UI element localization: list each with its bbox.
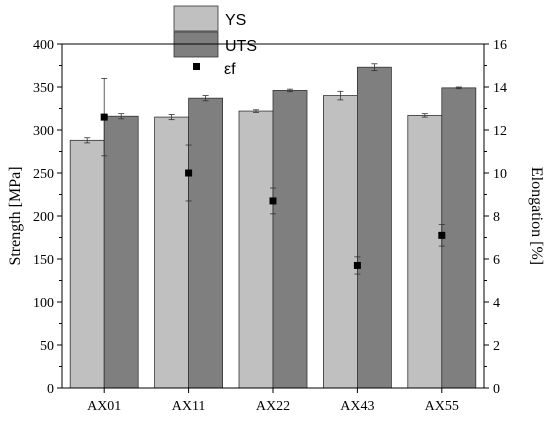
y-tick-label-350: 350	[33, 81, 54, 96]
y2-tick-label-2: 2	[493, 339, 500, 354]
elongation-points-layer	[100, 78, 446, 275]
ys-error-ax22	[253, 109, 259, 113]
elongation-point-ax43	[353, 261, 361, 269]
y-tick-label-100: 100	[33, 296, 54, 311]
y-axis-title: Strength [MPa]	[7, 166, 24, 265]
ys-error-ax01	[84, 137, 91, 144]
legend: YS UTS εf	[173, 5, 257, 78]
y-tick-label-50: 50	[40, 339, 54, 354]
y-tick-label-150: 150	[33, 253, 54, 268]
legend-label-uts: UTS	[225, 38, 257, 55]
elongation-point-ax01	[100, 113, 108, 121]
y2-tick-label-10: 10	[493, 167, 507, 182]
legend-item-ef: εf	[193, 61, 236, 78]
legend-swatch-ef	[193, 63, 200, 70]
y-tick-label-0: 0	[47, 382, 54, 397]
uts-error-ax22	[287, 88, 293, 93]
uts-bar-ax55	[441, 87, 477, 389]
y-tick-label-250: 250	[33, 167, 54, 182]
uts-bar-ax22	[272, 90, 308, 389]
elongation-point-ax22	[269, 197, 277, 205]
legend-label-ef: εf	[224, 61, 236, 78]
y2-tick-label-0: 0	[493, 382, 500, 397]
y2-tick-label-12: 12	[493, 124, 507, 139]
y2-tick-label-6: 6	[493, 253, 500, 268]
ys-bar-ax11	[154, 116, 190, 389]
ys-bar-ax43	[322, 95, 358, 389]
x-tick-label-ax43: AX43	[340, 399, 374, 414]
ys-error-ax11	[168, 114, 175, 121]
y-tick-label-200: 200	[33, 210, 54, 225]
uts-error-ax43	[371, 63, 378, 72]
x-tick-label-ax01: AX01	[87, 399, 121, 414]
axes-layer: AX01 AX11 AX22 AX43 AX5505010015020025030035…	[33, 38, 507, 414]
x-tick-label-ax11: AX11	[172, 399, 206, 414]
y-tick-label-400: 400	[33, 38, 54, 53]
uts-error-ax11	[202, 95, 209, 102]
bars-layer	[69, 63, 477, 389]
uts-error-ax55	[455, 86, 462, 90]
elongation-point-ax11	[185, 169, 193, 177]
legend-swatch-ys	[173, 5, 219, 32]
uts-bar-ax01	[103, 115, 139, 389]
y2-tick-label-8: 8	[493, 210, 500, 225]
elongation-point-ax55	[438, 231, 446, 239]
legend-label-ys: YS	[225, 12, 246, 29]
legend-item-ys: YS	[173, 5, 246, 32]
uts-error-ax01	[118, 113, 125, 120]
y2-tick-label-14: 14	[493, 81, 507, 96]
x-tick-label-ax22: AX22	[256, 399, 290, 414]
y2-tick-label-4: 4	[493, 296, 500, 311]
y2-axis-title: Elongation [%]	[528, 167, 545, 265]
ys-bar-ax22	[238, 110, 274, 389]
ys-bar-ax55	[407, 114, 443, 389]
uts-bar-ax43	[356, 66, 392, 389]
x-tick-label-ax55: AX55	[425, 399, 459, 414]
ys-bar-ax01	[69, 139, 105, 389]
ys-error-ax55	[421, 113, 428, 118]
ys-error-ax43	[337, 90, 344, 101]
y-tick-label-300: 300	[33, 124, 54, 139]
y2-tick-label-16: 16	[493, 38, 507, 53]
uts-bar-ax11	[188, 97, 224, 389]
